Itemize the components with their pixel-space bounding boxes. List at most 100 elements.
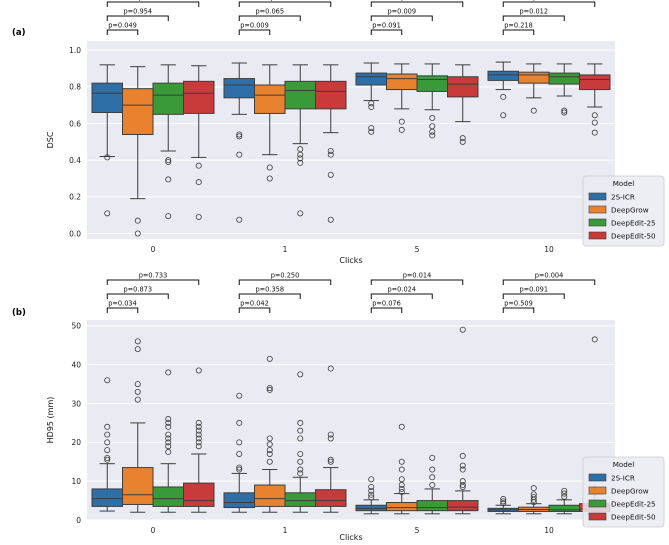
legend-entry: DeepEdit-50 <box>611 232 656 241</box>
comparison-bracket <box>370 293 433 299</box>
outlier-point <box>165 419 172 426</box>
outlier-point <box>236 151 243 158</box>
box-DeepEdit-25-5 <box>416 75 448 92</box>
y-tick-label: 50 <box>71 322 81 331</box>
outlier-point <box>266 164 273 171</box>
outlier-point <box>266 175 273 182</box>
outlier-point <box>327 171 334 178</box>
comparison-bracket <box>238 1 332 7</box>
comparison-bracket <box>502 15 565 21</box>
y-tick-label: 40 <box>71 360 81 369</box>
comparison-bracket <box>106 293 169 299</box>
box-DeepGrow-0 <box>122 467 154 505</box>
box-DeepEdit-50-5 <box>447 500 479 512</box>
outlier-point <box>165 416 172 423</box>
outlier-point <box>165 213 172 220</box>
outlier-point <box>561 490 568 497</box>
comparison-bracket <box>106 15 169 21</box>
outlier-point <box>530 491 537 498</box>
box-DeepEdit-25-0 <box>152 82 184 115</box>
legend-entry: DeepEdit-25 <box>611 219 656 228</box>
outlier-point <box>236 131 243 138</box>
outlier-point <box>104 447 111 454</box>
outlier-point <box>368 483 375 490</box>
box-DeepGrow-5 <box>386 73 418 91</box>
p-value-label: p=0.817 <box>139 0 168 2</box>
outlier-point <box>500 500 507 507</box>
box-DeepEdit-50-10 <box>579 74 611 91</box>
x-axis-label: Clicks <box>339 533 362 542</box>
comparison-bracket <box>106 1 200 7</box>
legend-title: Model <box>613 179 635 188</box>
box-2S-ICR-0 <box>91 82 123 113</box>
outlier-point <box>266 441 273 448</box>
box-DeepEdit-50-0 <box>183 80 215 114</box>
x-tick-label: 1 <box>283 526 288 535</box>
outlier-point <box>195 367 202 374</box>
legend-title: Model <box>613 460 635 469</box>
p-value-label: p=0.014 <box>403 272 432 280</box>
outlier-point <box>236 450 243 457</box>
outlier-point <box>297 419 304 426</box>
outlier-point <box>195 427 202 434</box>
outlier-point <box>327 147 334 154</box>
comparison-bracket <box>502 293 565 299</box>
outlier-point <box>327 216 334 223</box>
box-DeepEdit-50-1 <box>315 80 347 110</box>
outlier-point <box>500 93 507 100</box>
y-tick-label: 0.6 <box>69 119 81 128</box>
x-tick-label: 5 <box>415 245 420 254</box>
x-tick-label: 0 <box>151 245 156 254</box>
outlier-point <box>104 439 111 446</box>
outlier-point <box>459 138 466 145</box>
p-value-label: p=0.009 <box>387 8 416 16</box>
outlier-point <box>195 162 202 169</box>
legend-entry: 2S-ICR <box>611 474 635 483</box>
x-axis-label: Clicks <box>339 256 362 265</box>
legend-entry: DeepEdit-50 <box>611 513 656 522</box>
outlier-point <box>500 498 507 505</box>
comparison-bracket <box>370 279 464 285</box>
outlier-point <box>134 230 141 237</box>
outlier-point <box>236 439 243 446</box>
outlier-point <box>561 487 568 494</box>
p-value-label: p=0.250 <box>271 272 300 280</box>
box-DeepEdit-50-5 <box>447 76 479 98</box>
outlier-point <box>327 435 334 442</box>
outlier-point <box>368 128 375 135</box>
outlier-point <box>236 419 243 426</box>
comparison-bracket <box>370 307 403 313</box>
legend-swatch-DeepEdit-25 <box>588 218 607 227</box>
legend-swatch-2S-ICR <box>588 473 607 482</box>
box-DeepGrow-1 <box>254 84 286 114</box>
outlier-point <box>165 158 172 165</box>
legend-swatch-2S-ICR <box>588 192 607 201</box>
legend-entry: DeepGrow <box>611 487 649 496</box>
comparison-bracket <box>502 307 535 313</box>
legend-entry: DeepEdit-25 <box>611 500 656 509</box>
p-value-label: p=0.873 <box>123 286 152 294</box>
outlier-point <box>195 439 202 446</box>
box-DeepEdit-50-0 <box>183 482 215 507</box>
panel-label: (a) <box>12 28 26 38</box>
p-value-label: p=0.004 <box>535 272 564 280</box>
outlier-point <box>591 112 598 119</box>
outlier-point <box>134 346 141 353</box>
outlier-point <box>195 423 202 430</box>
outlier-point <box>368 494 375 501</box>
p-value-label: p=0.091 <box>372 22 401 30</box>
p-value-label: p<0.001* <box>401 0 434 2</box>
outlier-point <box>104 454 111 461</box>
outlier-point <box>368 476 375 483</box>
outlier-point <box>236 133 243 140</box>
outlier-point <box>368 104 375 111</box>
box-2S-ICR-5 <box>355 72 387 86</box>
outlier-point <box>297 450 304 457</box>
outlier-point <box>398 458 405 465</box>
outlier-point <box>398 423 405 430</box>
outlier-point <box>236 466 243 473</box>
outlier-point <box>368 491 375 498</box>
legend-swatch-DeepEdit-50 <box>588 231 607 240</box>
box-DeepEdit-50-1 <box>315 489 347 507</box>
comparison-bracket <box>238 307 271 313</box>
